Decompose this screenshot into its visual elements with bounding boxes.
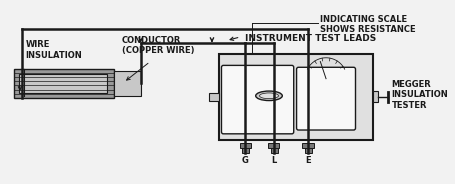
Text: G: G [242,156,249,165]
Text: WIRE
INSULATION: WIRE INSULATION [25,40,82,60]
Text: INSTRUMENT TEST LEADS: INSTRUMENT TEST LEADS [245,34,376,43]
Bar [373,91,378,102]
Bar [239,143,251,148]
FancyBboxPatch shape [222,65,294,134]
Bar [218,54,373,139]
Bar [302,143,313,148]
Bar [209,93,218,100]
Bar [19,74,107,93]
Bar [268,143,279,148]
Ellipse shape [256,91,282,100]
Bar [271,143,278,153]
Bar [114,71,141,96]
Text: CONDUCTOR
(COPPER WIRE): CONDUCTOR (COPPER WIRE) [121,36,194,55]
Bar [305,143,312,153]
Bar [243,143,249,153]
Text: MEGGER
INSULATION
TESTER: MEGGER INSULATION TESTER [392,80,448,110]
FancyBboxPatch shape [297,67,355,130]
Text: E: E [305,156,311,165]
Text: INDICATING SCALE
SHOWS RESISTANCE: INDICATING SCALE SHOWS RESISTANCE [320,15,416,34]
Bar [14,69,114,98]
Text: L: L [271,156,276,165]
Ellipse shape [259,93,278,99]
